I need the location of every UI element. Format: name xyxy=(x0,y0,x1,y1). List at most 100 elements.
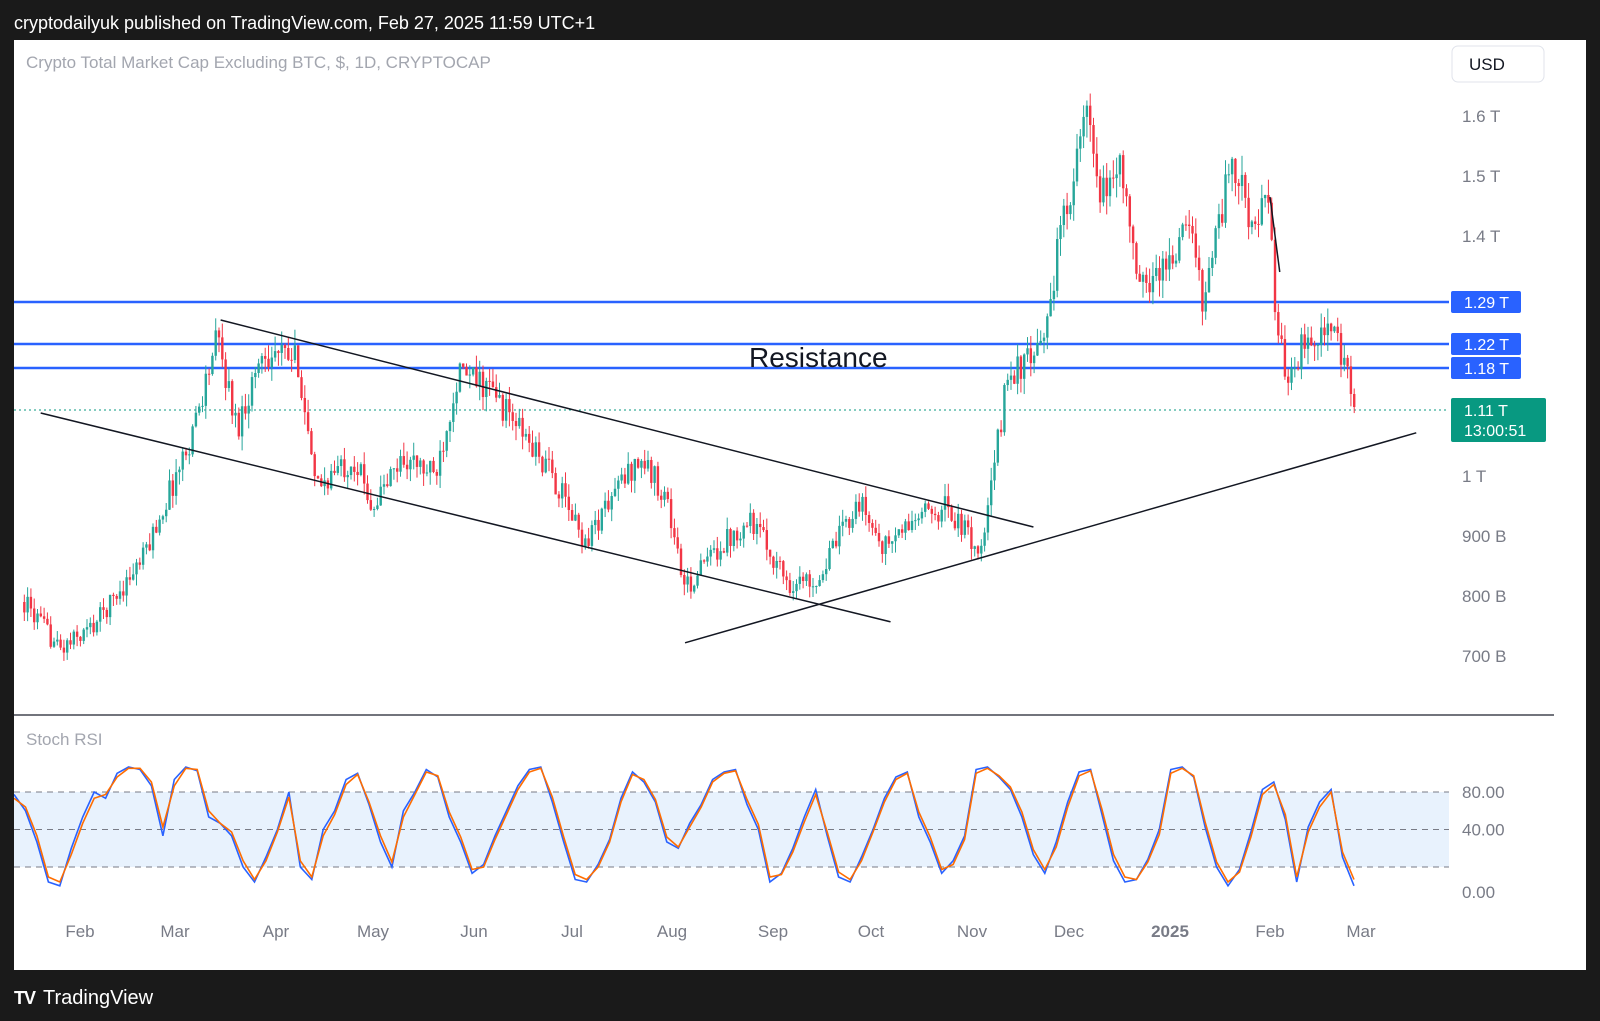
candle-body xyxy=(1164,258,1168,270)
time-tick-label: Apr xyxy=(263,922,290,941)
candle-body xyxy=(973,546,976,549)
candle-body xyxy=(221,337,224,360)
candle-body xyxy=(1085,105,1089,117)
stoch-tick-label: 80.00 xyxy=(1462,783,1505,802)
candle-body xyxy=(818,580,821,586)
time-tick-label: May xyxy=(357,922,390,941)
candle-body xyxy=(775,560,778,568)
candle-body xyxy=(108,594,112,618)
candle-body xyxy=(168,480,171,510)
price-tick-label: 1.4 T xyxy=(1462,227,1500,246)
candle-body xyxy=(689,576,693,592)
candle-body xyxy=(1122,155,1125,189)
candle-body xyxy=(1339,333,1343,365)
candle-body xyxy=(1313,345,1316,347)
candle-body xyxy=(128,577,132,580)
candle-body xyxy=(386,484,389,487)
candle-body xyxy=(194,412,198,427)
currency-button-label: USD xyxy=(1469,55,1505,74)
level-price-label: 1.29 T xyxy=(1464,295,1509,312)
candle-body xyxy=(1145,274,1148,283)
candle-body xyxy=(772,556,775,568)
price-pane[interactable]: Crypto Total Market Cap Excluding BTC, $… xyxy=(14,45,1546,666)
candle-body xyxy=(719,551,722,560)
candle-body xyxy=(811,586,815,588)
candle-body xyxy=(419,460,422,467)
candle-body xyxy=(841,521,844,526)
candle-body xyxy=(346,475,349,478)
candle-body xyxy=(1032,355,1036,364)
candle-body xyxy=(749,512,752,527)
candle-body xyxy=(300,377,303,399)
candle-body xyxy=(1102,177,1105,203)
candle-body xyxy=(75,631,79,637)
candle-body xyxy=(986,505,990,533)
candle-body xyxy=(287,347,290,360)
resistance-annotation: Resistance xyxy=(749,342,888,373)
chart-svg[interactable]: Crypto Total Market Cap Excluding BTC, $… xyxy=(13,40,1586,970)
candle-body xyxy=(188,454,191,456)
candle-body xyxy=(214,330,217,356)
level-price-label-bg xyxy=(1451,333,1521,355)
candle-body xyxy=(1161,258,1165,281)
candle-body xyxy=(933,513,937,516)
candle-body xyxy=(155,526,158,533)
stoch-rsi-pane[interactable]: Stoch RSI 80.00 40.00 0.00 xyxy=(13,730,1505,902)
candle-body xyxy=(33,608,36,623)
candle-body xyxy=(630,463,633,481)
candle-body xyxy=(1042,337,1046,341)
candle-body xyxy=(273,351,277,358)
candle-body xyxy=(877,532,881,542)
candle-body xyxy=(881,541,884,554)
candle-body xyxy=(742,525,745,539)
candle-body xyxy=(1197,257,1201,271)
candle-body xyxy=(643,460,646,469)
candle-body xyxy=(541,456,544,473)
trendline xyxy=(220,319,1034,528)
candle-body xyxy=(1240,174,1244,187)
candle-body xyxy=(82,629,85,641)
trendlines xyxy=(40,196,1417,644)
candle-body xyxy=(1283,339,1287,377)
candle-body xyxy=(382,484,386,487)
candle-body xyxy=(1056,239,1059,291)
candle-body xyxy=(122,591,125,596)
candle-body xyxy=(1026,348,1029,355)
candle-body xyxy=(264,356,267,359)
candle-body xyxy=(907,521,910,531)
time-axis[interactable]: Feb Mar Apr May Jun Jul Aug Sep Oct Nov Dec 2025 Feb… xyxy=(65,922,1376,941)
candle-body xyxy=(762,527,765,531)
candle-body xyxy=(1349,366,1353,395)
price-tick-label: 1.5 T xyxy=(1462,167,1500,186)
candle-body xyxy=(435,471,439,476)
candle-body xyxy=(36,613,39,623)
candle-body xyxy=(392,468,396,470)
candle-body xyxy=(69,640,72,645)
candle-body xyxy=(267,358,270,368)
candle-body xyxy=(524,433,528,437)
candle-body xyxy=(679,548,683,576)
candle-body xyxy=(478,371,481,387)
candle-body xyxy=(290,359,293,361)
time-tick-label: Dec xyxy=(1054,922,1085,941)
candle-body xyxy=(798,576,802,584)
candle-body xyxy=(1316,344,1320,346)
price-axis[interactable]: 1.6 T 1.5 T 1.4 T 1 T 900 B 800 B 700 B xyxy=(1462,107,1506,666)
candle-body xyxy=(495,387,498,398)
candle-body xyxy=(1138,273,1141,282)
candle-body xyxy=(409,459,412,470)
candle-body xyxy=(1257,223,1260,225)
candle-body xyxy=(778,560,782,562)
candle-body xyxy=(1247,197,1250,228)
candle-body xyxy=(722,551,726,553)
candle-body xyxy=(234,412,237,416)
candle-body xyxy=(402,456,406,465)
candle-body xyxy=(198,406,201,413)
candle-body xyxy=(900,529,904,533)
candle-body xyxy=(376,505,379,509)
candle-body xyxy=(544,458,547,473)
candle-body xyxy=(897,529,901,536)
candle-body xyxy=(858,501,861,512)
candle-body xyxy=(983,532,986,546)
currency-button[interactable] xyxy=(1451,45,1545,83)
